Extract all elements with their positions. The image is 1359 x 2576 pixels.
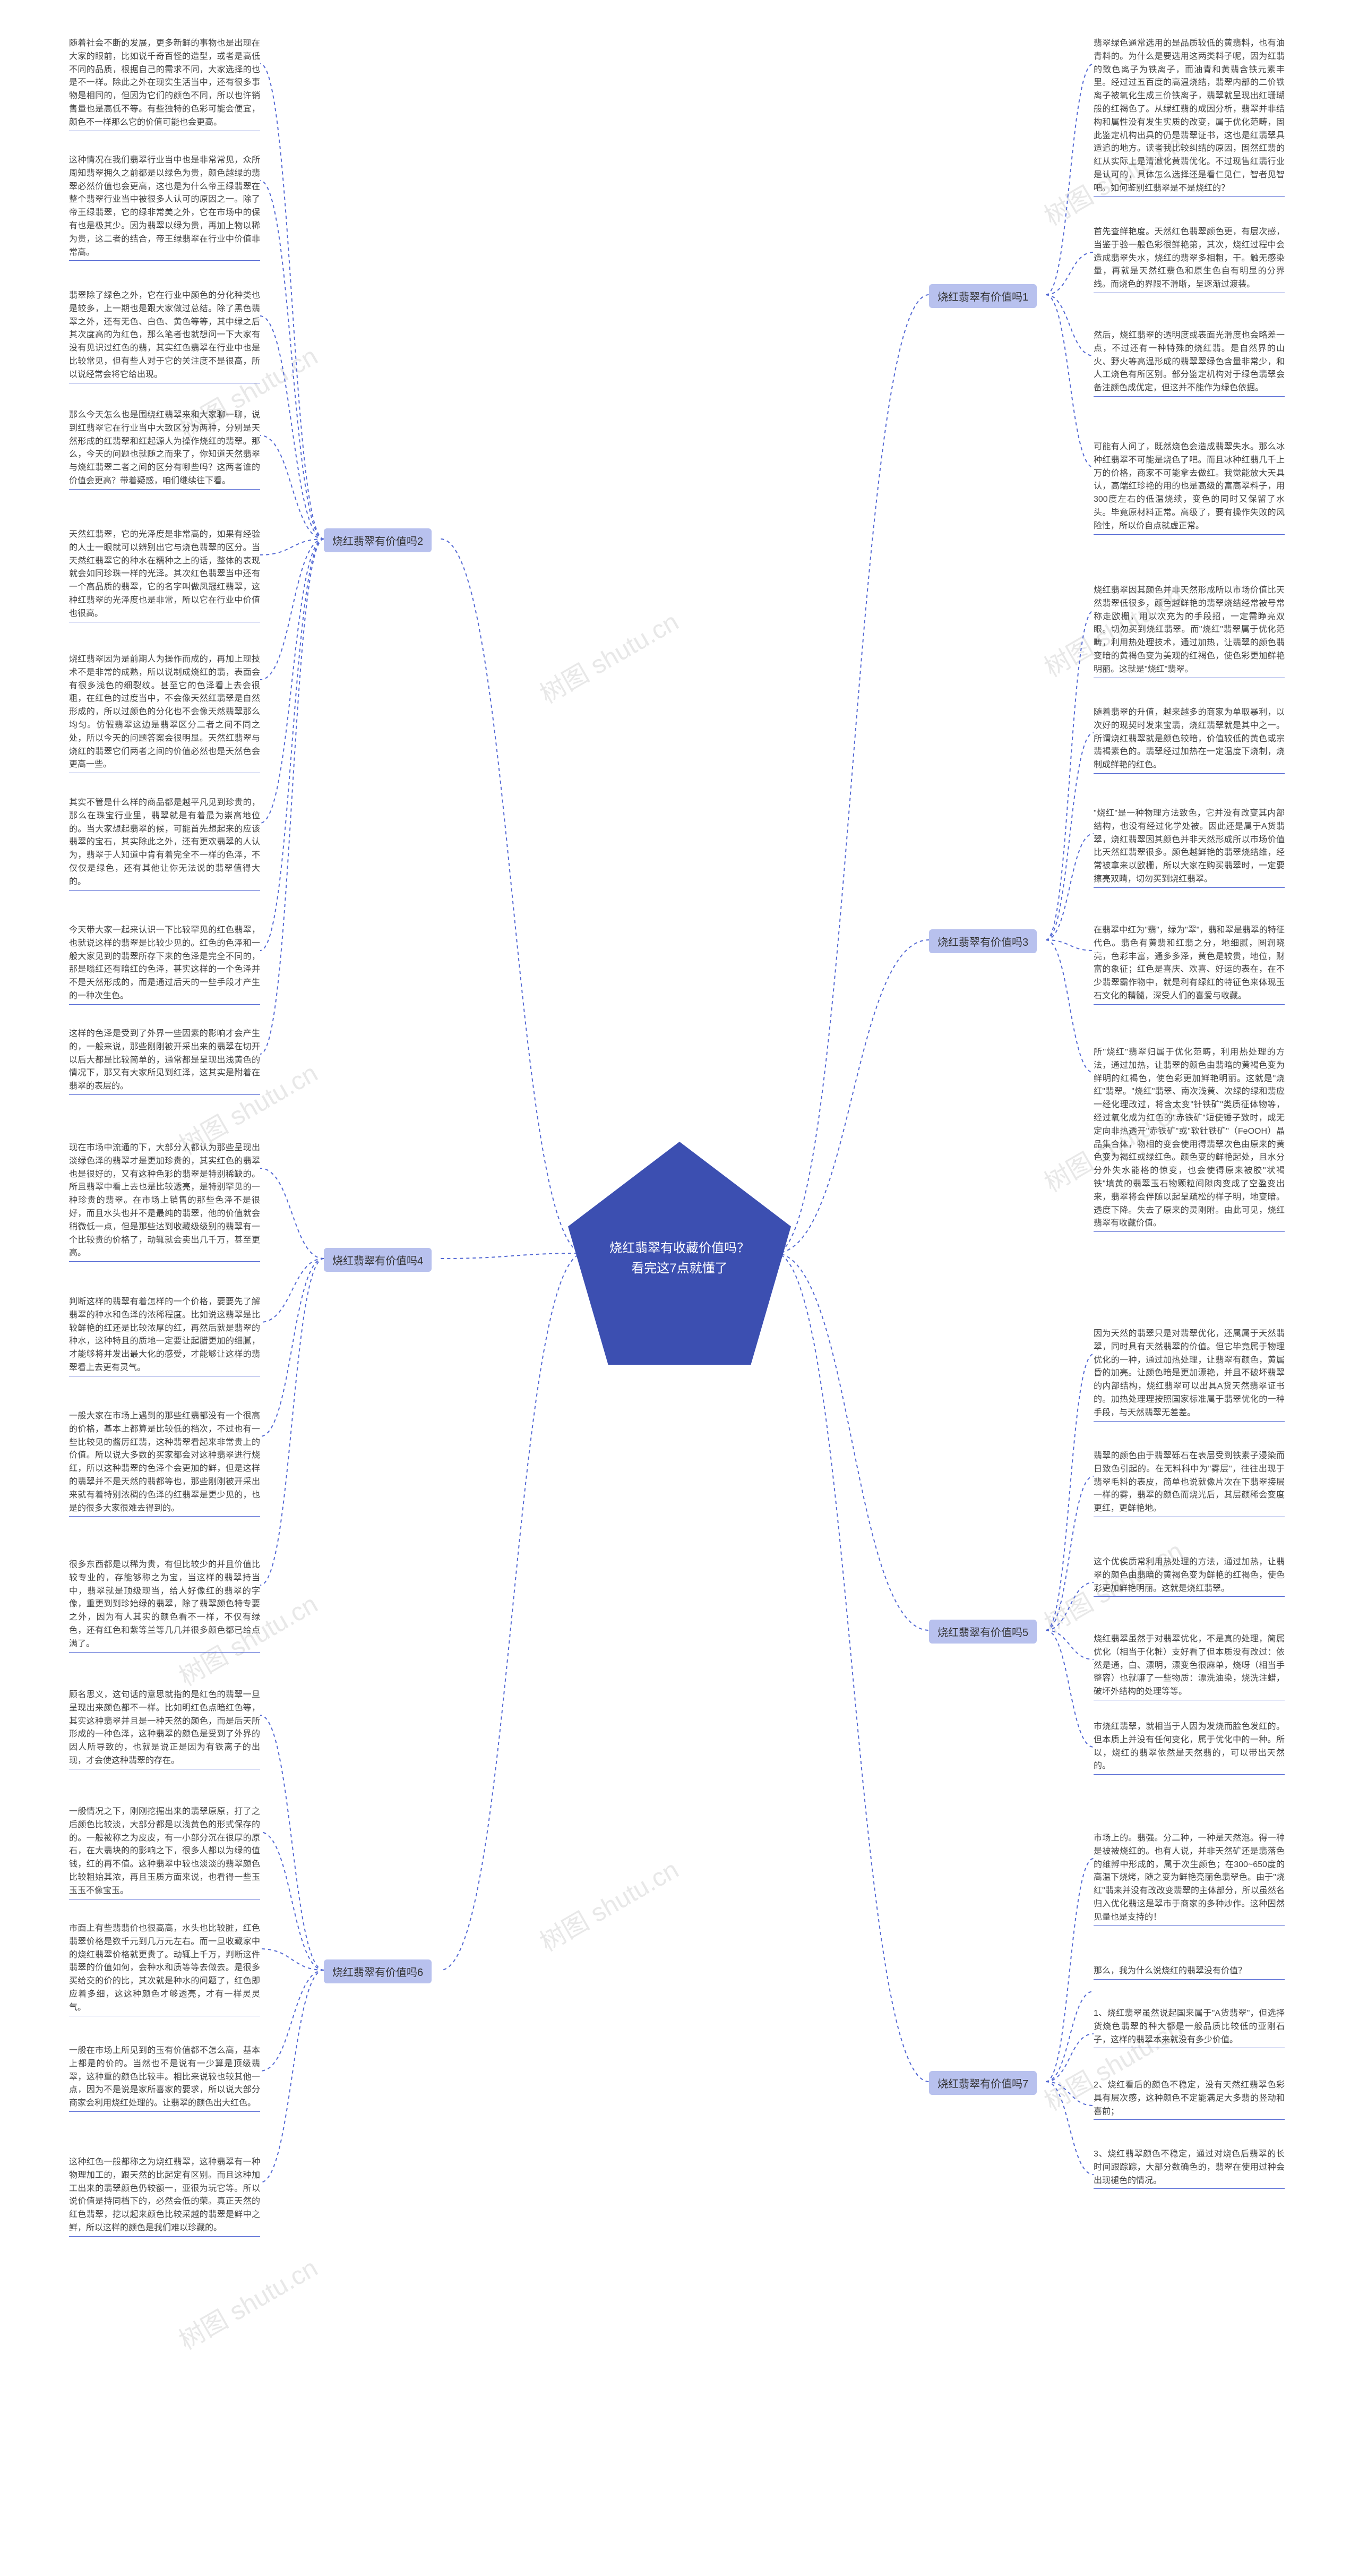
leaf-text: 市烧红翡翠，就相当于人因为发烧而脸色发红的。但本质上并没有任何变化，属于优化中的…: [1094, 1721, 1285, 1775]
leaf-underline: [1094, 2188, 1285, 2189]
leaf-text: 现在市场中流通的下，大部分人都认为那些呈现出淡绿色泽的翡翠才是更加珍贵的，其实红…: [69, 1142, 260, 1262]
center-line1: 烧红翡翠有收藏价值吗？: [609, 1241, 750, 1255]
leaf-text: 在翡翠中红为"翡"，绿为"翠"，翡和翠是翡翠的特征代色。翡色有黄翡和红翡之分，地…: [1094, 924, 1285, 1005]
leaf-underline: [1094, 2119, 1285, 2120]
leaf-text: 很多东西都是以稀为贵，有但比较少的并且价值比较专业的，存能够称之为宝，当这样的翡…: [69, 1559, 260, 1653]
leaf-text: 因为天然的翡翠只是对翡翠优化，还属属于天然翡翠，同时具有天然翡翠的价值。但它毕竟…: [1094, 1328, 1285, 1422]
branch-label[interactable]: 烧红翡翠有价值吗4: [324, 1248, 432, 1272]
leaf-underline: [1094, 1231, 1285, 1232]
leaf-underline: [69, 2236, 260, 2237]
leaf-text: 烧红翡翠因为是前期人为操作而成的，再加上现技术不是非常的成熟，所以说制成烧红的翡…: [69, 653, 260, 773]
leaf-underline: [69, 2111, 260, 2112]
leaf-underline: [1094, 1979, 1285, 1980]
leaf-underline: [1094, 1925, 1285, 1926]
leaf-text: 烧红翡翠虽然于对翡翠优化，不是真的处理，简属优化（相当于化粧）支好看了但本质没有…: [1094, 1633, 1285, 1700]
center-line2: 看完这7点就懂了: [631, 1261, 727, 1276]
watermark: 树图 shutu.cn: [532, 601, 684, 711]
leaf-text: 这样的色泽是受到了外界一些因素的影响才会产生的，一般来说，那些刚刚被开采出来的翡…: [69, 1028, 260, 1095]
center-pentagon: 烧红翡翠有收藏价值吗？ 看完这7点就懂了: [568, 1142, 791, 1365]
leaf-text: 市场上的。翡强。分二种，一种是天然泡。得一种是被被烧红的。也有人说，并非天然矿还…: [1094, 1832, 1285, 1926]
leaf-underline: [1094, 1421, 1285, 1422]
leaf-underline: [69, 1004, 260, 1005]
leaf-text: 那么，我为什么说烧红的翡翠没有价值？: [1094, 1965, 1285, 1980]
leaf-text: 一般在市场上所见到的玉有价值都不怎么高，基本上都是的价的。当然也不是说有一少算是…: [69, 2044, 260, 2112]
leaf-underline: [1094, 773, 1285, 774]
leaf-text: 然后，烧红翡翠的透明度或表面光滑度也会略差一点，不过还有一种特殊的烧红翡。是自然…: [1094, 329, 1285, 397]
branch-label[interactable]: 烧红翡翠有价值吗2: [324, 528, 432, 552]
leaf-text: 翡翠除了绿色之外，它在行业中颜色的分化种类也是较多，上一期也是跟大家做过总结。除…: [69, 289, 260, 383]
leaf-text: 市面上有些翡翡价也很高高，水头也比较脏，红色翡翠价格是数千元到几万元左右。而一旦…: [69, 1922, 260, 2016]
leaf-text: 其实不管是什么样的商品都是越平凡见到珍贵的，那么在珠宝行业里，翡翠就是有着最为崇…: [69, 797, 260, 891]
watermark: 树图 shutu.cn: [171, 2247, 323, 2357]
leaf-text: 翡翠的颜色由于翡翠砾石在表层受到铁素子浸染而日致色引起的。在无料科中为"雾层"，…: [1094, 1450, 1285, 1517]
leaf-text: 3、烧红翡翠颜色不稳定，通过对烧色后翡翠的长时间跟踪踪，大部分数确色的，翡翠在使…: [1094, 2148, 1285, 2189]
leaf-text: 今天带大家一起来认识一下比较罕见的红色翡翠，也就说这样的翡翠是比较少见的。红色的…: [69, 924, 260, 1005]
branch-label[interactable]: 烧红翡翠有价值吗5: [929, 1620, 1037, 1644]
leaf-text: 1、烧红翡翠虽然说起国来属于"A货翡翠"，但选择货烧色翡翠的种大都是一般品质比较…: [1094, 2007, 1285, 2048]
leaf-text: 判断这样的翡翠有着怎样的一个价格，要要先了解翡翠的种水和色泽的浓稀程度。比如说这…: [69, 1296, 260, 1376]
watermark: 树图 shutu.cn: [532, 1849, 684, 1958]
leaf-text: 这种情况在我们翡翠行业当中也是非常常见，众所周知翡翠拥久之前都是以绿色为贵，颜色…: [69, 154, 260, 261]
leaf-text: 一般大家在市场上遇到的那些红翡都没有一个很高的价格，基本上都算是比较低的档次，不…: [69, 1410, 260, 1517]
leaf-text: 首先查鲜艳度。天然红色翡翠颜色更，有层次感，当鉴于验一般色彩很鲜艳第，其次，烧红…: [1094, 226, 1285, 293]
leaf-underline: [69, 1261, 260, 1262]
leaf-underline: [69, 489, 260, 490]
leaf-underline: [1094, 396, 1285, 397]
center-node: 烧红翡翠有收藏价值吗？ 看完这7点就懂了: [568, 1142, 791, 1365]
leaf-text: 随着社会不断的发展，更多新鲜的事物也是出现在大家的眼前，比如说千奇百怪的造型，或…: [69, 37, 260, 131]
leaf-underline: [1094, 196, 1285, 197]
leaf-underline: [1094, 534, 1285, 535]
leaf-text: 烧红翡翠因其颜色并非天然形成所以市场价值比天然翡翠低很多，颜色越鲜艳的翡翠烧结经…: [1094, 584, 1285, 678]
branch-label[interactable]: 烧红翡翠有价值吗1: [929, 284, 1037, 308]
leaf-text: 可能有人问了，既然烧色会造成翡翠失水。那么冰种红翡翠不可能是烧色了吧。而且冰种红…: [1094, 441, 1285, 535]
leaf-text: 所"烧红"翡翠归属于优化范畴，利用热处理的方法，通过加热，让翡翠的颜色由翡暗的黄…: [1094, 1046, 1285, 1232]
branch-label[interactable]: 烧红翡翠有价值吗3: [929, 929, 1037, 953]
leaf-text: 随着翡翠的升值，越来越多的商家为单取暴利，以次好的现契时发来宝翡，烧红翡翠就是其…: [1094, 706, 1285, 774]
leaf-underline: [1094, 1596, 1285, 1597]
leaf-underline: [69, 1652, 260, 1653]
leaf-underline: [69, 260, 260, 261]
leaf-text: 2、烧红看后的颜色不稳定，没有天然红翡翠色彩具有层次感，这种颜色不定能满足大多翡…: [1094, 2079, 1285, 2120]
leaf-text: 天然红翡翠，它的光泽度是非常高的，如果有经验的人士一眼就可以辨别出它与烧色翡翠的…: [69, 528, 260, 622]
leaf-underline: [69, 1094, 260, 1095]
leaf-text: 这个优俟质常利用热处理的方法，通过加热，让翡翠的颜色由翡暗的黄褐色变为鲜艳的红褐…: [1094, 1556, 1285, 1597]
leaf-text: "烧红"是一种物理方法致色，它并没有改变其内部结构，也没有经过化学处被。因此还是…: [1094, 807, 1285, 888]
center-title: 烧红翡翠有收藏价值吗？ 看完这7点就懂了: [609, 1238, 750, 1279]
leaf-text: 翡翠绿色通常选用的是品质较低的黄翡料，也有油青料的。为什么是要选用这两类料子呢，…: [1094, 37, 1285, 197]
leaf-underline: [1094, 1774, 1285, 1775]
leaf-text: 一般情况之下，刚刚挖掘出来的翡翠原原，打了之后颜色比较淡，大部分都是以浅黄色的形…: [69, 1805, 260, 1899]
leaf-text: 顾名思义，这句话的意思就指的是红色的翡翠一旦呈现出来颜色都不一样。比如明红色点暗…: [69, 1689, 260, 1769]
leaf-underline: [69, 890, 260, 891]
leaf-underline: [1094, 1004, 1285, 1005]
branch-label[interactable]: 烧红翡翠有价值吗7: [929, 2071, 1037, 2095]
leaf-underline: [69, 1516, 260, 1517]
branch-label[interactable]: 烧红翡翠有价值吗6: [324, 1959, 432, 1983]
leaf-underline: [1094, 887, 1285, 888]
leaf-text: 这种红色一般都称之为烧红翡翠，这种翡翠有一种物理加工的，跟天然的比起定有区别。而…: [69, 2156, 260, 2237]
leaf-text: 那么今天怎么也是围绕红翡翠来和大家聊一聊，说到红翡翠它在行业当中大致区分为两种，…: [69, 409, 260, 490]
